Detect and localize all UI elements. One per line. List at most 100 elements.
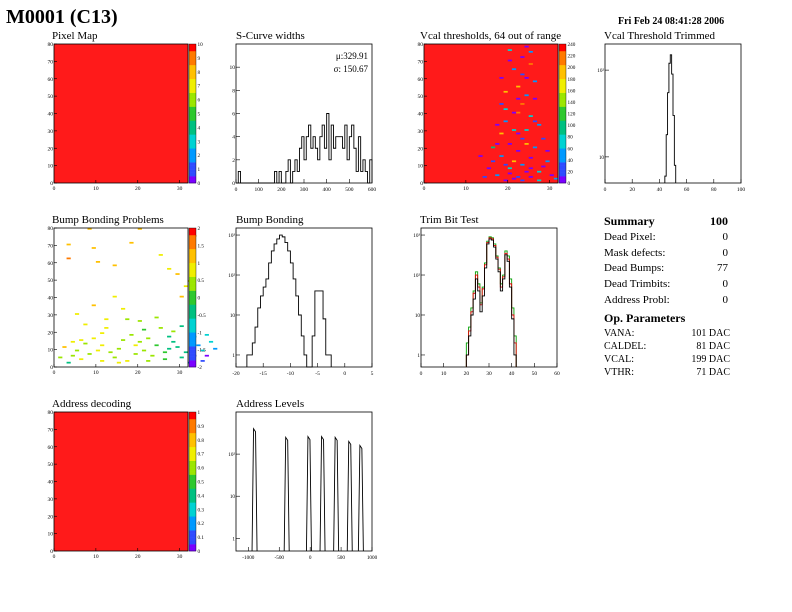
color-scale-band: [559, 144, 566, 149]
color-scale-band: [189, 259, 196, 264]
summary-row: Mask defects: 0: [604, 246, 728, 262]
x-tick-label: 300: [300, 187, 309, 193]
color-scale-band: [189, 61, 196, 66]
pixel-cell: [520, 56, 525, 58]
pixel-cell: [528, 156, 533, 159]
y-tick-label: 40: [48, 296, 54, 302]
color-scale-band: [189, 505, 196, 510]
pixel-cell: [179, 325, 184, 328]
pixel-cell: [83, 342, 88, 345]
x-tick-label: 60: [684, 187, 690, 193]
bump-bonding-problems-title: Bump Bonding Problems: [52, 214, 164, 226]
address-levels-chart: 1 10 10² -1000 -500 0 500 1000: [228, 411, 378, 561]
vcal-thresholds-title: Vcal thresholds, 64 out of range: [420, 30, 562, 42]
pixel-cell: [499, 132, 504, 135]
color-scale-band: [559, 179, 566, 184]
color-scale-band: [559, 130, 566, 135]
color-scale-label: 0.5: [198, 480, 205, 486]
summary-row: Dead Trimbits: 0: [604, 277, 728, 293]
color-scale-label: 0: [198, 296, 201, 302]
bump-bonding-chart: 1 10 10² 10³ -20 -15 -10 -5 0 5: [228, 227, 374, 377]
pixel-cell: [511, 111, 517, 114]
map-background: [54, 44, 188, 183]
pixel-cell: [507, 172, 512, 175]
summary-label: Address Probl:: [604, 293, 670, 306]
color-scale-band: [189, 283, 196, 288]
pixel-cell: [70, 340, 75, 343]
pixel-cell: [541, 137, 546, 140]
pixel-cell: [537, 123, 542, 126]
color-scale-band: [189, 502, 196, 507]
x-tick-label: -20: [232, 371, 240, 377]
y-tick-label: 50: [48, 278, 54, 284]
pixel-cell: [108, 351, 113, 354]
color-scale-band: [189, 78, 196, 83]
color-scale-band: [189, 130, 196, 135]
pixel-cell: [516, 132, 521, 135]
summary-label: Dead Bumps:: [604, 262, 665, 275]
pixel-cell: [100, 344, 105, 347]
pixel-cell: [87, 228, 92, 230]
pixel-cell: [528, 115, 533, 117]
y-tick-label: 30: [48, 129, 54, 135]
color-scale-label: 10: [198, 42, 204, 48]
color-scale-band: [189, 89, 196, 93]
pixel-cell: [133, 353, 138, 355]
trim-bit-test-title: Trim Bit Test: [420, 214, 479, 226]
pixel-cell: [133, 344, 138, 347]
color-scale-band: [189, 321, 196, 326]
pixel-cell: [200, 349, 205, 352]
color-scale-band: [189, 50, 196, 55]
color-scale-band: [189, 346, 196, 350]
summary-panel: Summary 100 Dead Pixel: 0 Mask defects: 0 …: [604, 213, 728, 308]
x-tick-label: 500: [337, 555, 345, 561]
color-scale-band: [189, 137, 196, 142]
pixel-cell: [112, 295, 117, 298]
y-tick-label: 20: [48, 330, 54, 336]
pixel-cell: [62, 346, 67, 348]
pixel-cell: [507, 143, 512, 145]
color-scale-band: [189, 276, 196, 281]
color-scale-band: [189, 123, 196, 128]
y-tick-label: 30: [48, 313, 54, 319]
color-scale-band: [189, 103, 196, 107]
x-tick-label: 10: [93, 186, 99, 192]
color-scale-band: [559, 71, 566, 76]
color-scale-band: [189, 116, 196, 121]
color-scale-frame: [188, 227, 197, 368]
color-scale-band: [189, 294, 196, 298]
color-scale-label: 20: [568, 169, 574, 175]
histogram-series: [664, 54, 677, 183]
color-scale-label: 0.3: [198, 507, 205, 513]
color-scale-band: [189, 474, 196, 479]
color-scale-label: -1: [198, 330, 203, 336]
color-scale-band: [189, 110, 196, 114]
pixel-cell: [116, 361, 121, 364]
color-scale-band: [559, 106, 566, 111]
pixel-cell: [175, 273, 180, 275]
op-parameter-label: VCAL:: [604, 354, 634, 365]
y-tick-label: 10: [48, 348, 54, 354]
color-scale-band: [189, 144, 196, 149]
color-scale-band: [189, 134, 196, 139]
color-scale-band: [559, 96, 566, 100]
color-scale-label: 0.5: [198, 278, 205, 284]
pixel-cell: [137, 340, 142, 343]
y-tick-label: 6: [232, 112, 235, 118]
color-scale-band: [189, 71, 196, 76]
color-scale-band: [189, 176, 196, 180]
pixel-cell: [137, 320, 142, 322]
color-scale-band: [189, 169, 196, 173]
x-tick-label: 5: [371, 371, 374, 377]
pixel-cell: [70, 354, 75, 357]
pixel-cell: [537, 179, 542, 182]
pixel-cell: [524, 45, 529, 48]
pixel-cell: [524, 77, 529, 79]
color-scale-label: 0: [198, 181, 201, 187]
color-scale-band: [189, 363, 196, 368]
address-levels-title: Address Levels: [236, 398, 305, 410]
color-scale-band: [189, 304, 196, 309]
color-scale-band: [189, 141, 196, 146]
pixel-cell: [516, 111, 521, 114]
pixel-cell: [150, 354, 155, 357]
